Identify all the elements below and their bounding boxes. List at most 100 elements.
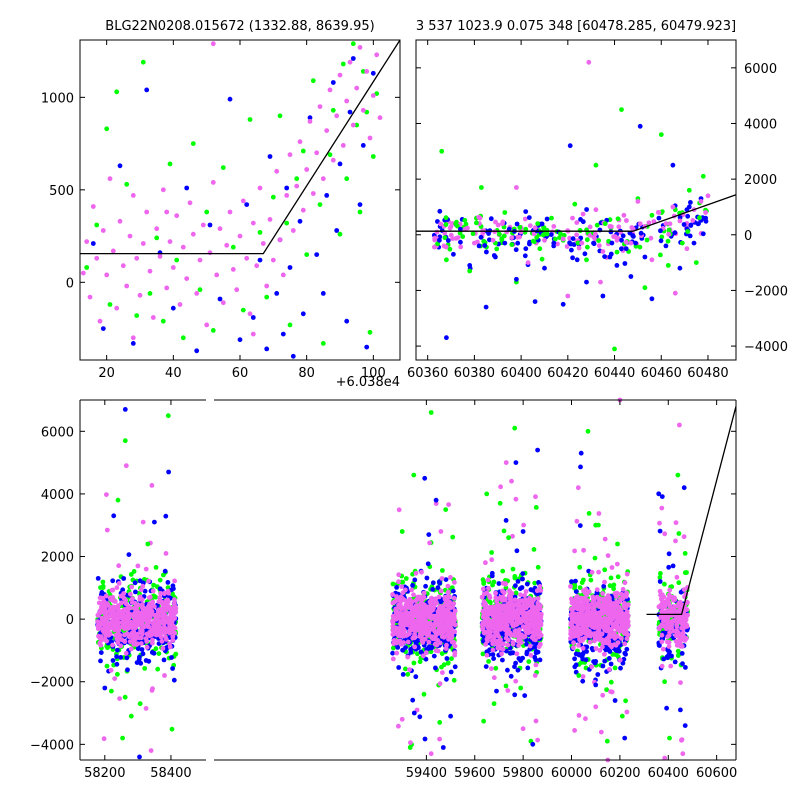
full-point-blue [125,667,130,673]
recent-point-magenta [670,204,676,210]
zoom-point-magenta [354,85,360,91]
full-point-magenta [515,616,521,622]
full-point-green [484,491,490,497]
recent-points [431,59,711,352]
full-point-magenta [138,628,144,634]
full-point-magenta [421,653,426,659]
zoom-xtick-label: 20 [98,366,115,381]
zoom-ytick-label: 500 [49,184,74,199]
zoom-point-magenta [134,255,140,261]
full-point-magenta [525,628,531,633]
full-point-magenta [449,618,454,624]
zoom-point-green [257,230,263,235]
full-point-magenta [603,609,609,615]
full-point-blue [443,577,449,582]
zoom-point-magenta [130,335,136,341]
full-point-magenta [157,613,162,619]
full-point-magenta [486,585,491,591]
full-point-magenta [568,584,573,589]
recent-point-blue [523,209,529,215]
full-point-magenta [451,601,457,606]
full-point-blue [618,665,623,671]
recent-point-blue [445,238,451,243]
full-point-magenta [169,606,175,611]
full-point-blue [483,664,489,669]
full-point-blue [400,672,406,677]
recent-point-green [494,246,500,252]
zoom-point-magenta [150,315,156,320]
full-point-magenta [449,632,455,638]
full-point-magenta [518,592,523,598]
full-point-magenta [423,608,429,614]
full-point-magenta [159,638,165,644]
full-point-magenta [119,614,125,620]
recent-point-green [614,249,620,255]
full-point-blue [572,656,577,662]
full-point-magenta [620,586,626,592]
full-point-magenta [605,593,611,599]
full-point-green [577,564,583,570]
recent-point-green [602,221,608,227]
full-point-magenta [173,609,179,615]
zoom-point-blue [347,109,353,115]
full-points [95,397,690,763]
recent-point-magenta [646,220,652,226]
full-point-magenta [579,636,585,642]
zoom-point-green [174,257,180,263]
zoom-point-green [167,161,173,167]
recent-point-magenta [518,229,524,235]
full-point-magenta [498,484,503,490]
zoom-point-green [357,209,363,215]
recent-point-magenta [493,219,498,225]
full-point-magenta [513,678,519,684]
full-point-green [489,550,494,555]
zoom-point-blue [250,315,256,320]
recent-point-magenta [574,232,579,238]
recent-point-blue [607,254,613,260]
full-point-magenta [110,642,115,648]
full-point-blue [572,664,578,670]
full-point-magenta [538,622,544,628]
zoom-point-green [124,181,130,187]
recent-point-blue [567,143,573,149]
full-point-blue [124,655,130,661]
zoom-point-magenta [154,226,160,232]
full-point-blue [121,576,127,581]
zoom-point-green [197,287,203,293]
recent-point-blue [658,238,664,244]
full-point-blue [431,653,437,659]
full-point-magenta [420,617,426,623]
zoom-point-blue [227,96,233,102]
recent-point-blue [677,215,683,220]
full-point-blue [142,588,148,594]
recent-point-blue [570,236,576,242]
full-point-magenta [101,736,107,742]
full-point-green [535,564,541,570]
full-point-magenta [452,643,458,649]
zoom-point-green [327,152,333,158]
full-point-magenta [405,654,411,660]
recent-ticks: 60360 60380 60400 60420 60440 60460 60480−4000… [407,40,788,381]
zoom-point-green [114,89,120,95]
recent-point-green [517,225,523,230]
full-point-magenta [403,611,409,617]
recent-panel: 60360 60380 60400 60420 60440 60460 60480−4000… [407,19,788,381]
full-point-magenta [593,646,599,651]
full-point-magenta [601,602,607,607]
recent-point-magenta [635,199,641,204]
full-point-magenta [487,623,493,629]
zoom-xtick-label: 60 [232,366,249,381]
recent-point-green [561,232,567,238]
full-point-magenta [104,527,110,533]
full-point-magenta [610,614,616,619]
recent-point-magenta [667,221,673,227]
zoom-point-magenta [294,183,300,189]
full-point-magenta [573,598,579,604]
recent-point-blue [691,240,697,246]
recent-point-magenta [462,226,468,232]
recent-point-green [557,235,562,241]
full-point-magenta [592,638,597,644]
full-point-magenta [396,572,402,578]
full-point-magenta [598,729,604,735]
zoom-point-magenta [144,209,150,215]
